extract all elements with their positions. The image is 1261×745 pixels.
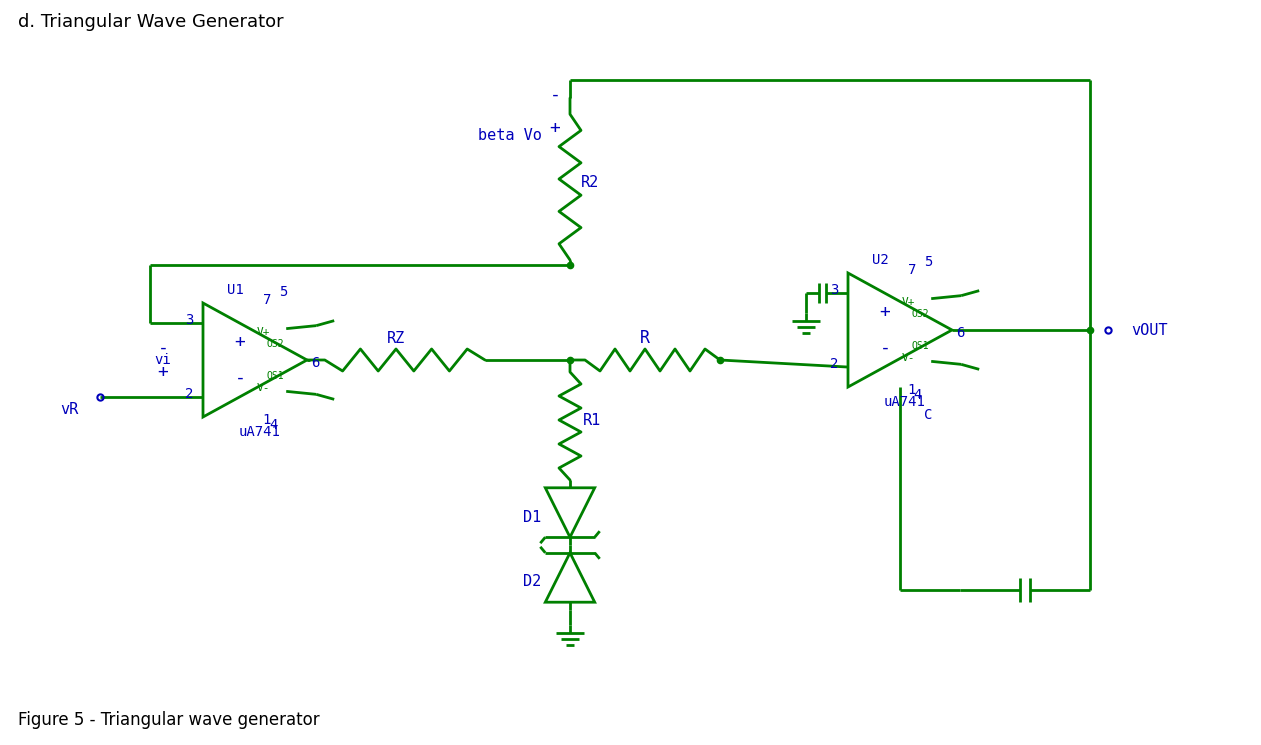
Text: uA741: uA741	[240, 425, 281, 439]
Text: +: +	[880, 303, 890, 321]
Text: U1: U1	[227, 283, 243, 297]
Text: OS2: OS2	[912, 309, 929, 319]
Text: RZ: RZ	[387, 331, 405, 346]
Text: R: R	[641, 329, 649, 347]
Text: vR: vR	[61, 402, 78, 416]
Text: U2: U2	[871, 253, 889, 267]
Text: 1: 1	[262, 413, 271, 427]
Text: D1: D1	[523, 510, 541, 524]
Text: 2: 2	[830, 357, 839, 371]
Text: -: -	[158, 339, 169, 357]
Text: 2: 2	[184, 387, 193, 401]
Text: 3: 3	[184, 313, 193, 327]
Text: V+: V+	[256, 327, 270, 337]
Text: D2: D2	[523, 574, 541, 589]
Text: OS1: OS1	[912, 341, 929, 351]
Text: 6: 6	[310, 356, 319, 370]
Text: V-: V-	[902, 353, 914, 363]
Text: uA741: uA741	[884, 395, 926, 409]
Text: 6: 6	[956, 326, 965, 340]
Text: -: -	[235, 369, 246, 387]
Text: vOUT: vOUT	[1132, 323, 1168, 337]
Text: OS2: OS2	[266, 339, 284, 349]
Text: V-: V-	[256, 383, 270, 393]
Text: -: -	[550, 86, 560, 104]
Text: R1: R1	[583, 413, 601, 428]
Text: +: +	[235, 333, 246, 351]
Text: d. Triangular Wave Generator: d. Triangular Wave Generator	[18, 13, 284, 31]
Text: vi: vi	[155, 353, 171, 367]
Text: 4: 4	[269, 418, 277, 432]
Text: 5: 5	[924, 255, 932, 269]
Text: V+: V+	[902, 297, 914, 307]
Text: R2: R2	[581, 174, 599, 189]
Text: 1: 1	[908, 383, 917, 397]
Text: C: C	[924, 408, 932, 422]
Text: 5: 5	[279, 285, 288, 299]
Text: 3: 3	[830, 283, 839, 297]
Text: OS1: OS1	[266, 371, 284, 381]
Text: 7: 7	[262, 293, 271, 307]
Text: 4: 4	[914, 388, 922, 402]
Text: -: -	[880, 339, 890, 357]
Text: 7: 7	[908, 263, 917, 277]
Text: +: +	[550, 119, 560, 137]
Text: +: +	[158, 363, 169, 381]
Text: Figure 5 - Triangular wave generator: Figure 5 - Triangular wave generator	[18, 711, 319, 729]
Text: beta Vo: beta Vo	[478, 127, 542, 142]
